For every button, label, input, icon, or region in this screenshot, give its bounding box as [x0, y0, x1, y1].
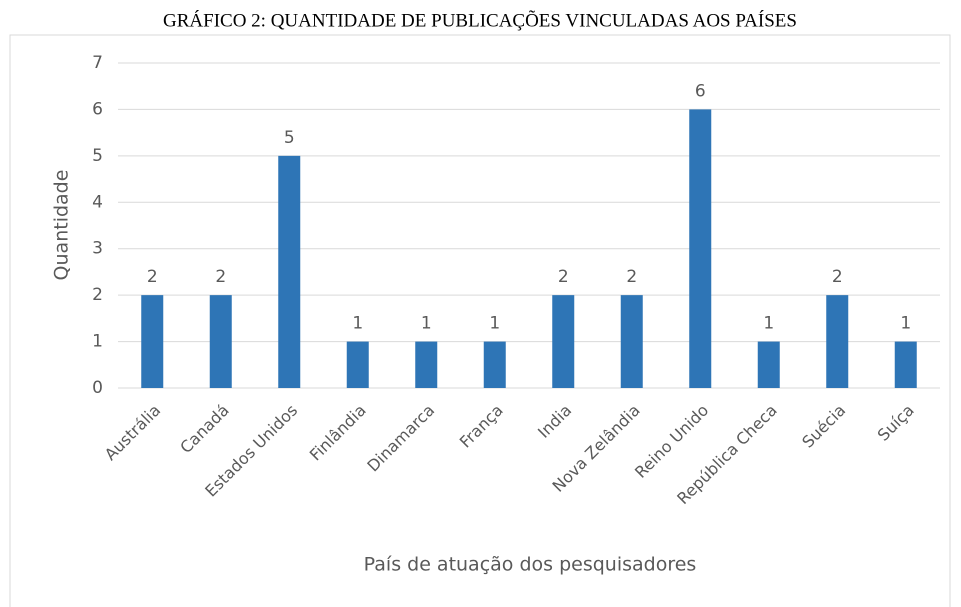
data-label: 2: [626, 267, 637, 287]
data-label: 1: [763, 314, 774, 334]
y-tick-label: 1: [92, 332, 103, 352]
data-label: 2: [832, 267, 843, 287]
data-label: 2: [215, 267, 226, 287]
y-tick-label: 0: [92, 378, 103, 398]
x-tick-label: India: [534, 401, 575, 442]
chart-frame: [9, 34, 951, 607]
data-label: 1: [489, 314, 500, 334]
bar: [415, 341, 438, 388]
bar: [826, 295, 849, 388]
data-label: 2: [558, 267, 569, 287]
data-label: 5: [284, 128, 295, 148]
data-label: 1: [352, 314, 363, 334]
x-tick-label: França: [456, 401, 507, 452]
bar: [346, 341, 369, 388]
x-tick-label: Finlândia: [306, 401, 370, 465]
y-tick-label: 5: [92, 146, 103, 166]
x-tick-label: Canadá: [176, 401, 232, 457]
x-tick-label: Dinamarca: [363, 401, 438, 476]
y-axis-title: Quantidade: [51, 170, 73, 281]
x-tick-label: Suíça: [874, 401, 918, 445]
data-label: 6: [695, 81, 706, 101]
bar: [552, 295, 575, 388]
y-tick-label: 4: [92, 192, 103, 212]
data-label: 1: [900, 314, 911, 334]
bar: [689, 109, 712, 388]
x-tick-label: Suécia: [798, 401, 849, 452]
chart-title: GRÁFICO 2: QUANTIDADE DE PUBLICAÇÕES VIN…: [163, 9, 797, 31]
x-axis-title: País de atuação dos pesquisadores: [364, 554, 697, 576]
bar: [209, 295, 232, 388]
y-tick-label: 7: [92, 53, 103, 73]
bar: [620, 295, 643, 388]
data-label: 1: [421, 314, 432, 334]
y-tick-label: 6: [92, 99, 103, 119]
bar: [278, 155, 301, 388]
y-tick-label: 2: [92, 285, 103, 305]
y-tick-label: 3: [92, 239, 103, 259]
x-tick-label: Austrália: [101, 401, 164, 464]
bar: [894, 341, 917, 388]
bar: [757, 341, 780, 388]
data-label: 2: [147, 267, 158, 287]
bar: [483, 341, 506, 388]
bar: [141, 295, 164, 388]
